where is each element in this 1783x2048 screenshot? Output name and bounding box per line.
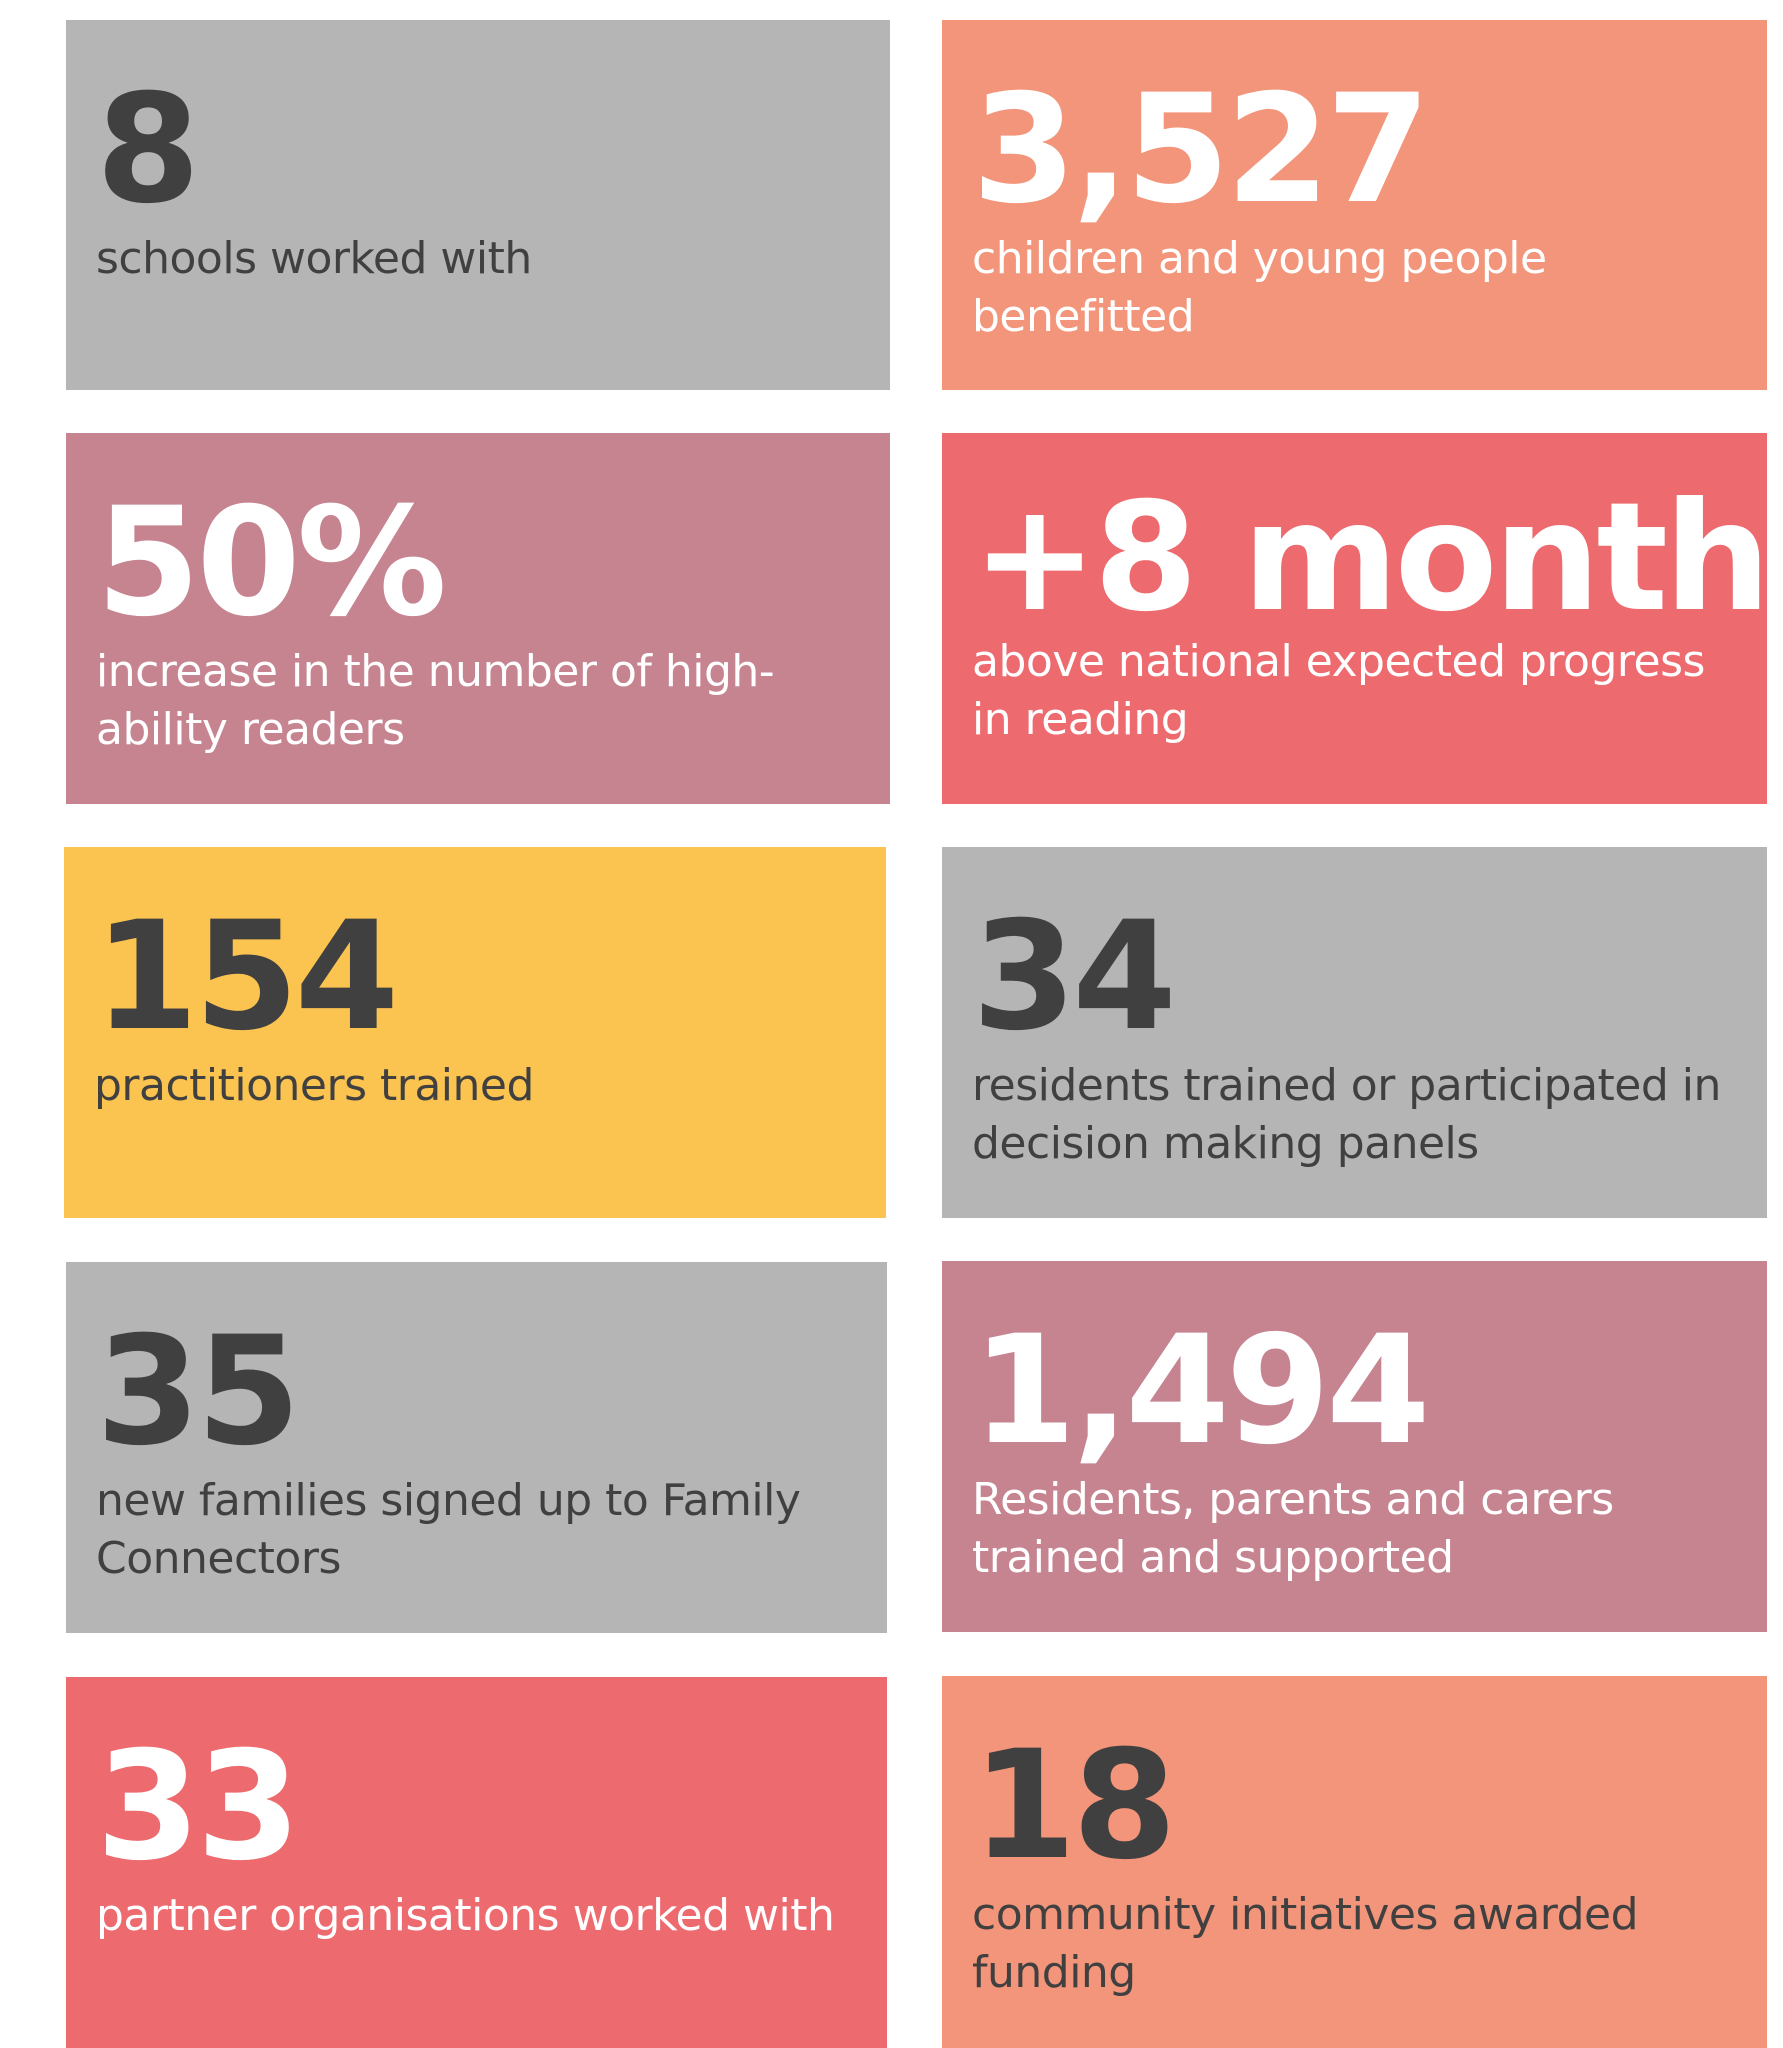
stat-value: 18 — [972, 1719, 1177, 1893]
stat-tile-progress: +8 months above national expected progre… — [942, 433, 1783, 804]
stat-label: community initiatives awarded funding — [972, 1889, 1639, 1998]
stat-tile-carers: 1,494 Residents, parents and carers trai… — [942, 1261, 1767, 1632]
stat-tile-readers: 50% increase in the number of high-abili… — [66, 433, 890, 804]
stat-label: above national expected progress in read… — [972, 636, 1705, 745]
stat-tile-families: 35 new families signed up to Family Conn… — [66, 1262, 887, 1633]
stat-label: increase in the number of high-ability r… — [96, 646, 775, 755]
stat-value: 35 — [96, 1305, 301, 1479]
stat-tile-schools: 8 schools worked with — [66, 20, 890, 390]
stat-value: +8 months — [972, 471, 1783, 645]
stat-value: 154 — [94, 890, 399, 1064]
stat-value: 3,527 — [972, 63, 1430, 237]
stat-value: 8 — [96, 63, 200, 237]
stat-label: partner organisations worked with — [96, 1890, 835, 1941]
stat-tile-residents: 34 residents trained or participated in … — [942, 847, 1767, 1218]
stat-tile-initiatives: 18 community initiatives awarded funding — [942, 1676, 1767, 2048]
stat-value: 34 — [972, 890, 1177, 1064]
stat-value: 50% — [96, 476, 447, 650]
stat-label: Residents, parents and carers trained an… — [972, 1474, 1614, 1583]
stat-value: 1,494 — [972, 1304, 1430, 1478]
stat-label: residents trained or participated in dec… — [972, 1060, 1721, 1169]
stat-label: schools worked with — [96, 233, 532, 284]
stat-tile-children: 3,527 children and young people benefitt… — [942, 20, 1767, 390]
stat-value: 33 — [96, 1720, 301, 1894]
stat-label: children and young people benefitted — [972, 233, 1547, 342]
stat-label: practitioners trained — [94, 1060, 534, 1111]
stat-tile-practitioners: 154 practitioners trained — [64, 847, 886, 1218]
stat-tile-partners: 33 partner organisations worked with — [66, 1677, 887, 2048]
stat-label: new families signed up to Family Connect… — [96, 1475, 801, 1584]
